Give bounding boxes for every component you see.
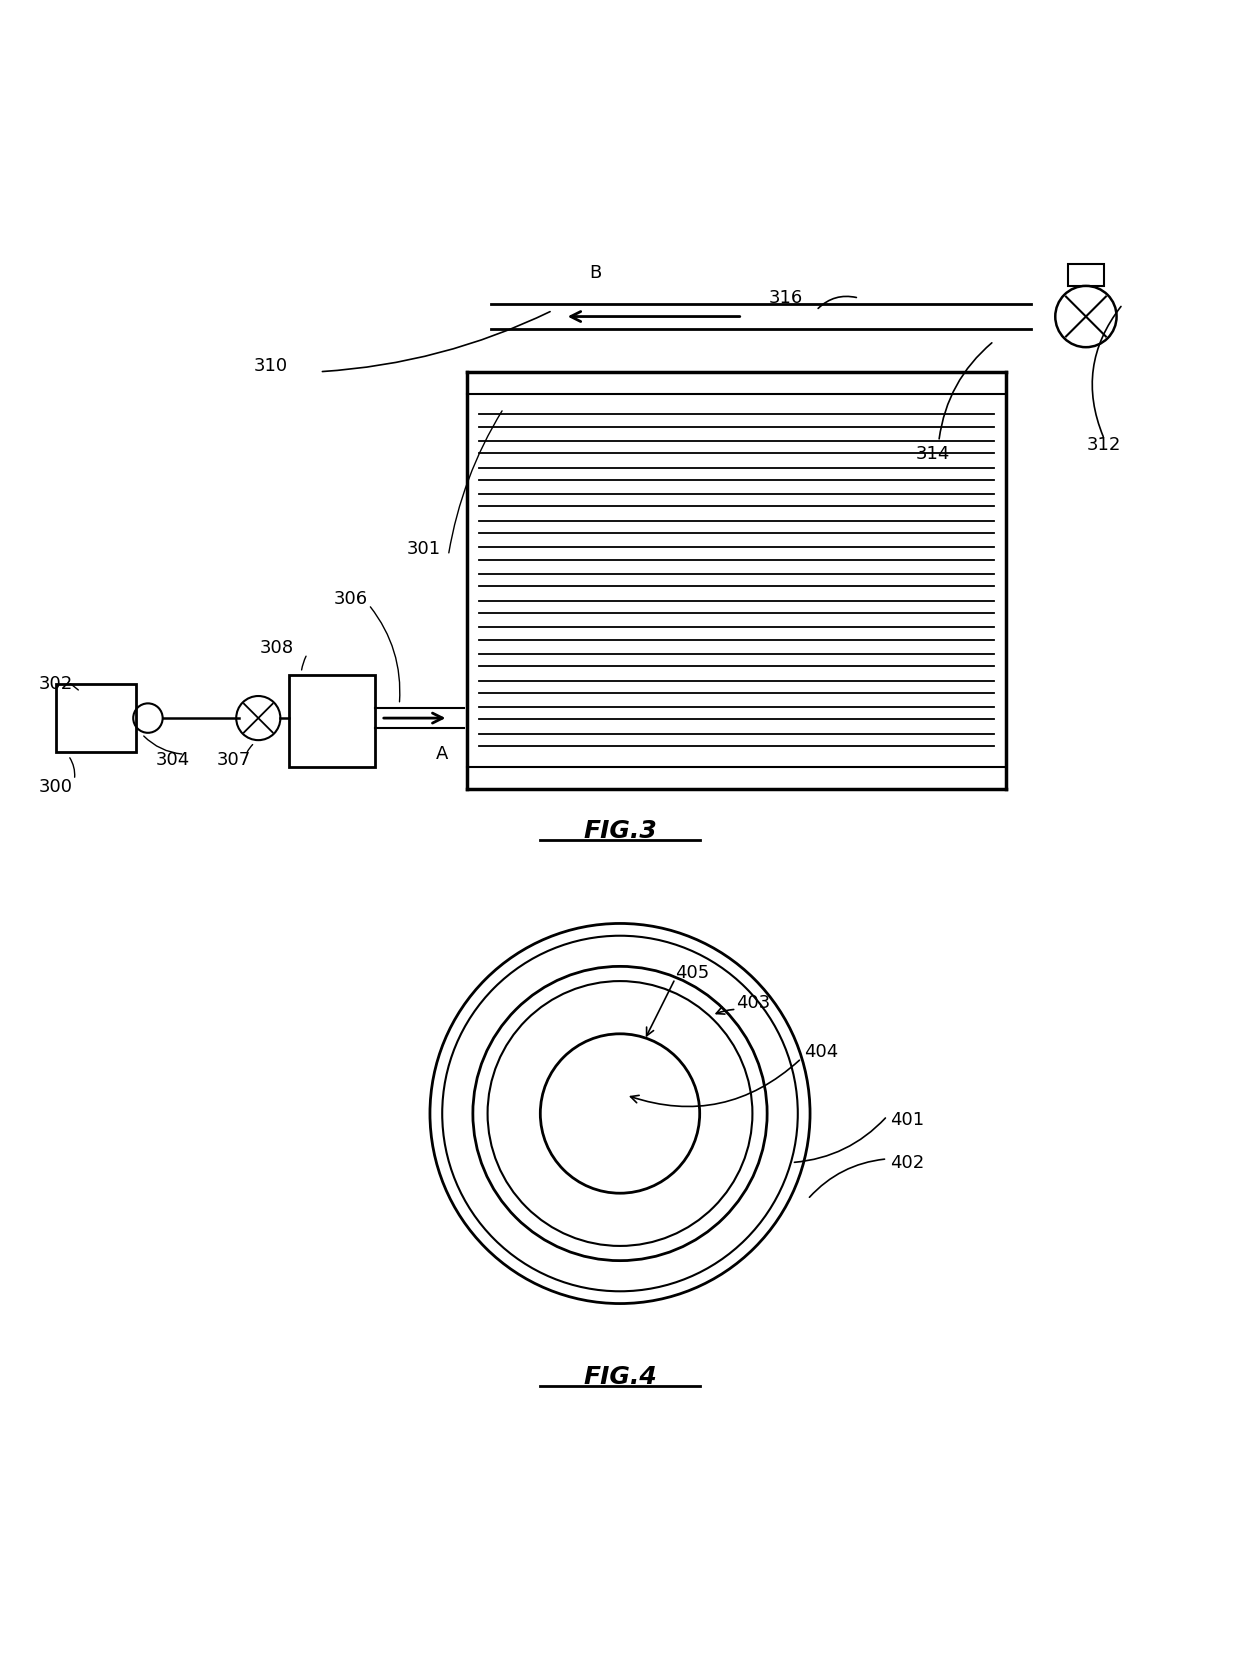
Text: 403: 403 xyxy=(737,994,771,1013)
Text: A: A xyxy=(436,745,449,763)
Text: 302: 302 xyxy=(38,675,73,693)
Text: B: B xyxy=(589,264,601,283)
Text: 301: 301 xyxy=(407,540,441,559)
Bar xyxy=(1068,264,1105,286)
Text: 314: 314 xyxy=(915,446,950,462)
Text: FIG.3: FIG.3 xyxy=(583,820,657,843)
Text: 405: 405 xyxy=(675,963,709,981)
Text: 402: 402 xyxy=(890,1154,924,1171)
Text: 401: 401 xyxy=(890,1111,924,1129)
Text: 308: 308 xyxy=(259,639,294,657)
Text: 316: 316 xyxy=(769,289,802,308)
Text: FIG.4: FIG.4 xyxy=(583,1365,657,1389)
Text: 304: 304 xyxy=(155,752,190,770)
Text: 307: 307 xyxy=(217,752,250,770)
Bar xyxy=(56,685,135,752)
Text: 310: 310 xyxy=(253,356,288,374)
Text: 300: 300 xyxy=(38,778,73,797)
Text: 312: 312 xyxy=(1087,436,1121,454)
Text: 404: 404 xyxy=(804,1043,838,1061)
Text: 306: 306 xyxy=(334,590,367,607)
Bar xyxy=(289,675,374,767)
